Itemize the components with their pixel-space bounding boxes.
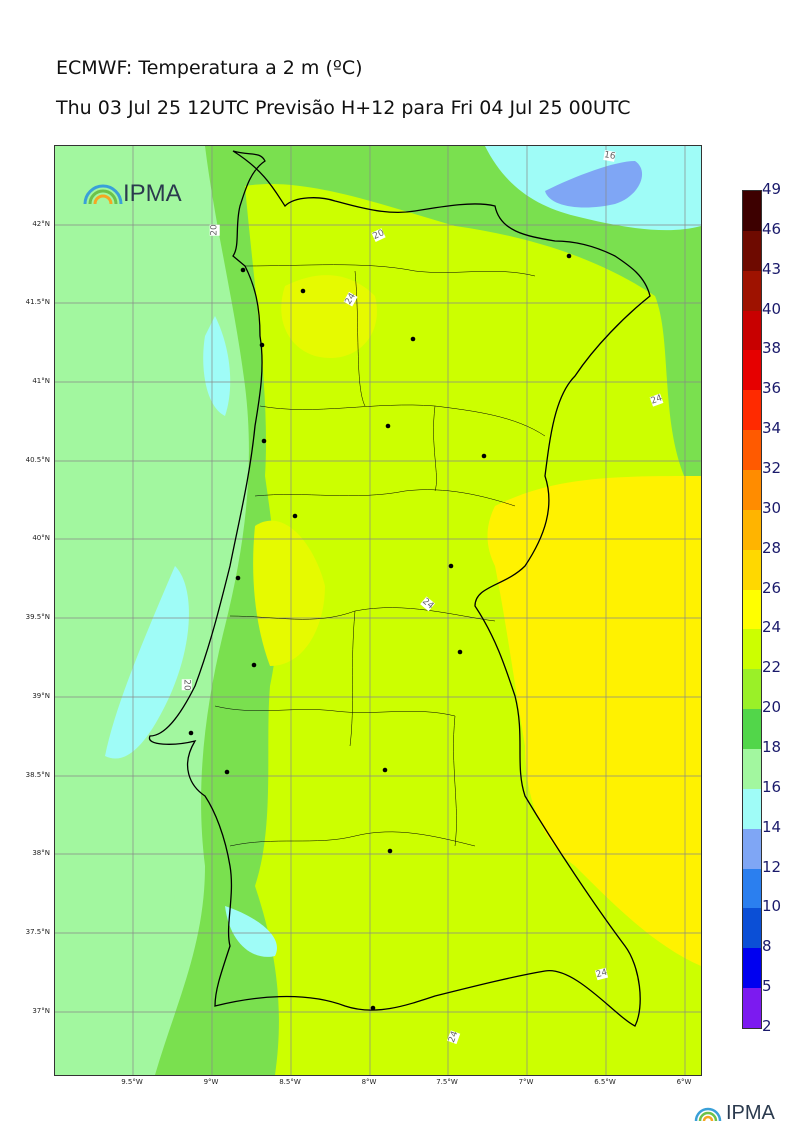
footer-logo-text: IPMA bbox=[726, 1102, 775, 1124]
colorbar-segment bbox=[743, 749, 761, 790]
lat-label: 39°N bbox=[32, 692, 50, 700]
lon-label: 7°W bbox=[518, 1078, 534, 1086]
colorbar-label: 30 bbox=[762, 498, 782, 517]
lat-label: 38°N bbox=[32, 849, 50, 857]
lat-label: 41.5°N bbox=[25, 298, 50, 306]
lat-label: 38.5°N bbox=[25, 771, 50, 779]
colorbar-segment bbox=[743, 390, 761, 431]
colorbar-segment bbox=[743, 868, 761, 909]
coastal-cool-1 bbox=[203, 316, 231, 416]
colorbar-segment bbox=[743, 948, 761, 989]
lat-label: 40°N bbox=[32, 534, 50, 542]
colorbar-label: 46 bbox=[762, 219, 782, 238]
lon-label: 7.5°W bbox=[436, 1078, 458, 1086]
colorbar-segment bbox=[743, 669, 761, 710]
map-title: ECMWF: Temperatura a 2 m (ºC) bbox=[56, 57, 363, 79]
colorbar-label: 34 bbox=[762, 419, 782, 438]
colorbar-segment bbox=[743, 509, 761, 551]
city-markers bbox=[188, 253, 572, 1011]
colorbar-segment bbox=[743, 709, 761, 750]
colorbar-label: 26 bbox=[762, 578, 782, 597]
lat-label: 37.5°N bbox=[25, 928, 50, 936]
warm-region-east bbox=[487, 476, 701, 966]
colorbar-segment bbox=[743, 629, 761, 670]
map-subtitle: Thu 03 Jul 25 12UTC Previsão H+12 para F… bbox=[56, 97, 631, 119]
lon-label: 8°W bbox=[361, 1078, 377, 1086]
colorbar-segment bbox=[743, 230, 761, 272]
colorbar-label: 14 bbox=[762, 817, 782, 836]
colorbar-segment bbox=[743, 191, 761, 232]
footer-logo-icon bbox=[694, 1107, 722, 1122]
colorbar-segment bbox=[743, 350, 761, 391]
colorbar-segment bbox=[743, 788, 761, 830]
contour-label: 20 bbox=[181, 679, 192, 691]
ipma-logo-text: IPMA bbox=[123, 180, 182, 207]
lat-label: 42°N bbox=[32, 220, 50, 228]
colorbar-segment bbox=[743, 828, 761, 870]
lat-label: 39.5°N bbox=[25, 613, 50, 621]
warm-patch-center bbox=[253, 520, 325, 666]
portugal-border bbox=[149, 150, 651, 1027]
map-canvas bbox=[55, 146, 701, 1075]
colorbar-segment bbox=[743, 908, 761, 949]
colorbar-label: 49 bbox=[762, 180, 782, 198]
colorbar bbox=[742, 190, 762, 1029]
colorbar-label: 40 bbox=[762, 299, 782, 318]
colorbar-segment bbox=[743, 270, 761, 312]
colorbar-label: 43 bbox=[762, 259, 782, 278]
colorbar-label: 36 bbox=[762, 379, 782, 398]
colorbar-segment bbox=[743, 589, 761, 630]
colorbar-segment bbox=[743, 988, 761, 1029]
colorbar-label: 32 bbox=[762, 459, 782, 477]
lat-label: 41°N bbox=[32, 377, 50, 385]
colorbar-label: 2 bbox=[762, 1017, 772, 1035]
contour-label: 16 bbox=[603, 150, 617, 162]
lon-label: 6.5°W bbox=[594, 1078, 616, 1086]
district-lines bbox=[214, 264, 546, 847]
colorbar-label: 12 bbox=[762, 857, 782, 876]
coastal-cool-3 bbox=[225, 906, 277, 957]
colorbar-label: 20 bbox=[762, 698, 782, 717]
colorbar-segment bbox=[743, 430, 761, 471]
temperature-map: 16 20 20 24 24 24 20 24 24 IPMA bbox=[54, 145, 702, 1076]
colorbar-label: 8 bbox=[762, 937, 772, 956]
lon-label: 8.5°W bbox=[279, 1078, 301, 1086]
lon-label: 6°W bbox=[676, 1078, 692, 1086]
colorbar-label: 24 bbox=[762, 618, 782, 637]
lat-label: 40.5°N bbox=[25, 456, 50, 464]
coastal-cool-2 bbox=[105, 566, 189, 759]
cold-spot-northeast bbox=[545, 161, 643, 208]
lon-label: 9°W bbox=[203, 1078, 219, 1086]
colorbar-label: 28 bbox=[762, 538, 782, 557]
colorbar-segment bbox=[743, 549, 761, 591]
lat-label: 37°N bbox=[32, 1007, 50, 1015]
colorbar-segment bbox=[743, 470, 761, 511]
lon-label: 9.5°W bbox=[121, 1078, 143, 1086]
sea-region bbox=[55, 146, 225, 1075]
colorbar-segment bbox=[743, 310, 761, 351]
colorbar-label: 18 bbox=[762, 738, 782, 756]
colorbar-label: 16 bbox=[762, 777, 782, 796]
colorbar-label: 10 bbox=[762, 897, 782, 916]
colorbar-label: 22 bbox=[762, 658, 782, 677]
colorbar-label: 38 bbox=[762, 339, 782, 358]
contour-label: 20 bbox=[209, 224, 220, 236]
ipma-logo-icon bbox=[83, 184, 123, 205]
colorbar-label: 5 bbox=[762, 977, 772, 996]
